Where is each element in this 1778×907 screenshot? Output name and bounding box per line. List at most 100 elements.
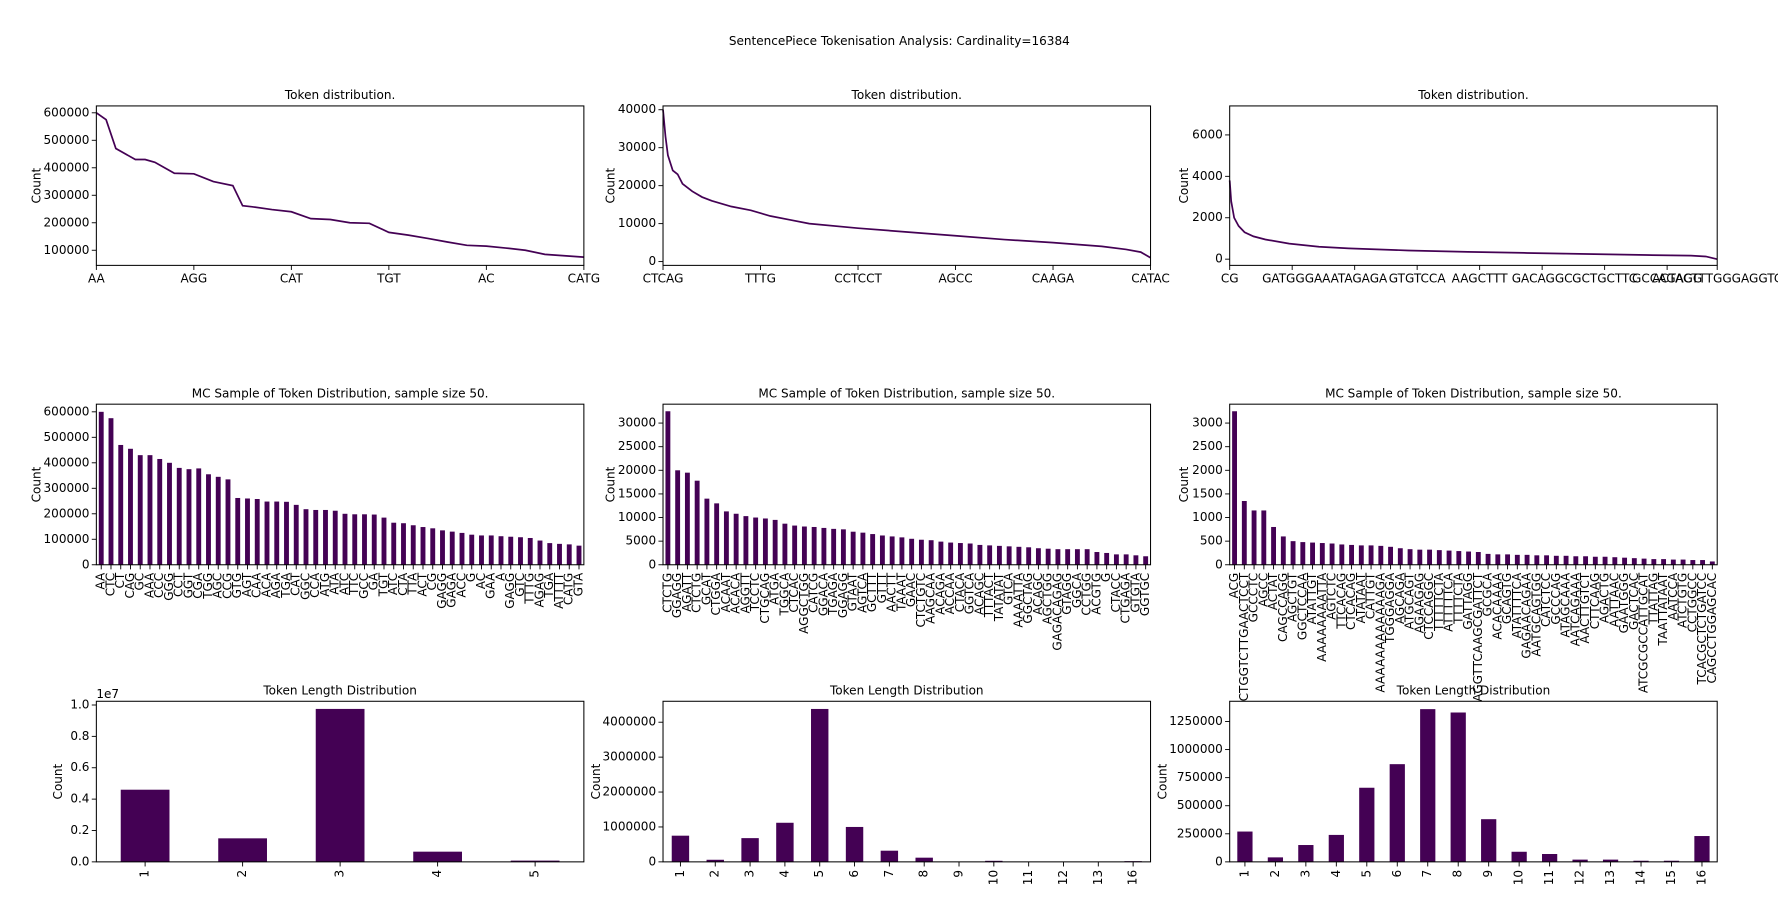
- x-tick-label: GCTTT: [865, 572, 879, 612]
- y-tick-label: 0: [648, 254, 656, 268]
- x-tick-label: CCG: [220, 573, 234, 599]
- bar: [1280, 536, 1286, 565]
- bar: [723, 511, 729, 565]
- subplot-title: Token distribution.: [284, 88, 395, 102]
- line: [662, 109, 1151, 259]
- x-tick-label: TTTG: [744, 272, 776, 286]
- bar: [518, 537, 523, 565]
- y-tick-label: 0: [1215, 557, 1223, 571]
- x-tick-label: CTACC: [1109, 573, 1123, 613]
- subplot-title: MC Sample of Token Distribution, sample …: [758, 386, 1055, 400]
- x-tick-label: AGATT: [680, 572, 694, 612]
- x-tick-label: GTG: [230, 573, 244, 599]
- x-tick-label: AGG: [181, 272, 208, 286]
- x-tick-label: A: [493, 572, 507, 581]
- bar: [880, 850, 899, 862]
- x-tick-label: ATCTGTG: [1676, 573, 1690, 628]
- x-tick-label: CTA: [396, 572, 410, 596]
- x-tick-label: AAAATTA: [1011, 572, 1025, 628]
- bar: [1670, 559, 1676, 565]
- x-tick-label: GTAGG: [1060, 573, 1074, 615]
- axes-frame: [95, 403, 585, 566]
- bar: [1104, 552, 1110, 565]
- bar: [831, 528, 837, 565]
- x-tick-label: AGCC: [1256, 573, 1270, 607]
- bar: [1602, 859, 1619, 862]
- x-tick-label: TTTTCTA: [1451, 572, 1465, 625]
- x-tick-label: ATGA: [768, 572, 782, 605]
- y-tick-label: 250000: [1177, 826, 1223, 840]
- x-tick-label: TTC: [347, 573, 361, 596]
- x-tick-label: AACTTGTCT: [1578, 572, 1592, 643]
- bar: [985, 860, 1003, 862]
- bar: [566, 544, 572, 565]
- subplot-title: Token distribution.: [851, 88, 962, 102]
- bar: [264, 501, 270, 565]
- bar: [772, 519, 778, 565]
- line: [95, 112, 584, 258]
- bar: [1436, 550, 1442, 565]
- x-tick-label: ATATTGT: [1305, 572, 1319, 624]
- x-tick-label: GA: [367, 572, 381, 590]
- bar: [1143, 556, 1149, 565]
- x-tick-label: GCTGCTTC: [1572, 272, 1637, 286]
- bar: [1694, 836, 1710, 862]
- bar: [315, 708, 365, 862]
- bar: [957, 543, 963, 565]
- y-axis-label: Count: [603, 168, 617, 204]
- bar: [1466, 551, 1472, 565]
- x-tick-label: GACTCAC: [1627, 573, 1641, 630]
- bar: [1045, 548, 1051, 565]
- bar: [254, 499, 260, 565]
- bar: [996, 545, 1002, 565]
- bar: [665, 411, 671, 565]
- bar: [889, 536, 895, 565]
- bar: [1622, 557, 1628, 565]
- x-tick-label: TTATTAG: [1646, 573, 1660, 626]
- x-tick-label: ATAGCAAA: [1559, 572, 1573, 638]
- bar: [576, 545, 582, 565]
- x-tick-label: TTCACAG: [1334, 573, 1348, 630]
- y-tick-label: 1500: [1192, 486, 1223, 500]
- x-tick-label: ATGCAGT: [1403, 572, 1417, 629]
- axes-frame: [1229, 105, 1718, 266]
- y-tick-label: 100000: [44, 243, 90, 257]
- x-tick-label: 10: [1512, 870, 1526, 885]
- y-tick-label: 3000000: [603, 750, 657, 764]
- x-tick-label: ATATAAT: [1354, 572, 1368, 623]
- bar: [840, 529, 846, 565]
- x-tick-label: GAGACAGAG: [1050, 573, 1064, 651]
- y-tick-label: 400000: [44, 455, 90, 469]
- x-tick-label: ACAGC: [972, 573, 986, 615]
- x-tick-label: GCCCTC: [1247, 573, 1261, 623]
- y-tick-label: 100000: [44, 532, 90, 546]
- x-tick-label: ACTAT: [1266, 572, 1280, 610]
- y-axis-label: Count: [51, 763, 65, 799]
- x-tick-label: AGCC: [938, 272, 972, 286]
- bar: [1251, 510, 1257, 565]
- x-tick-label: GGAGG: [670, 573, 684, 618]
- bar: [1524, 554, 1530, 565]
- bar: [1612, 557, 1618, 565]
- bar: [1084, 549, 1090, 565]
- bar: [1505, 554, 1511, 565]
- bar: [1572, 859, 1588, 862]
- axes-frame: [662, 700, 1152, 863]
- x-tick-label: CTGGA: [709, 572, 723, 615]
- x-tick-label: GCAGTG: [1500, 573, 1514, 624]
- y-tick-label: 15000: [618, 486, 656, 500]
- bar: [1232, 411, 1238, 565]
- x-tick-label: AA: [94, 572, 108, 590]
- y-tick-label: 500000: [44, 430, 90, 444]
- x-tick-label: AATCAGAAA: [1568, 572, 1582, 646]
- y-tick-label: 300000: [44, 188, 90, 202]
- y-tick-label: 0: [82, 557, 90, 571]
- y-axis-label: Count: [603, 466, 617, 502]
- bar: [527, 538, 533, 565]
- x-tick-label: GGAGG: [836, 573, 850, 618]
- x-tick-label: AGTCTC: [1325, 573, 1339, 620]
- x-tick-label: CTGAGA: [1119, 572, 1133, 623]
- bar: [977, 544, 983, 565]
- bar: [1663, 860, 1680, 862]
- x-tick-label: TGGGAGGA: [1383, 572, 1397, 644]
